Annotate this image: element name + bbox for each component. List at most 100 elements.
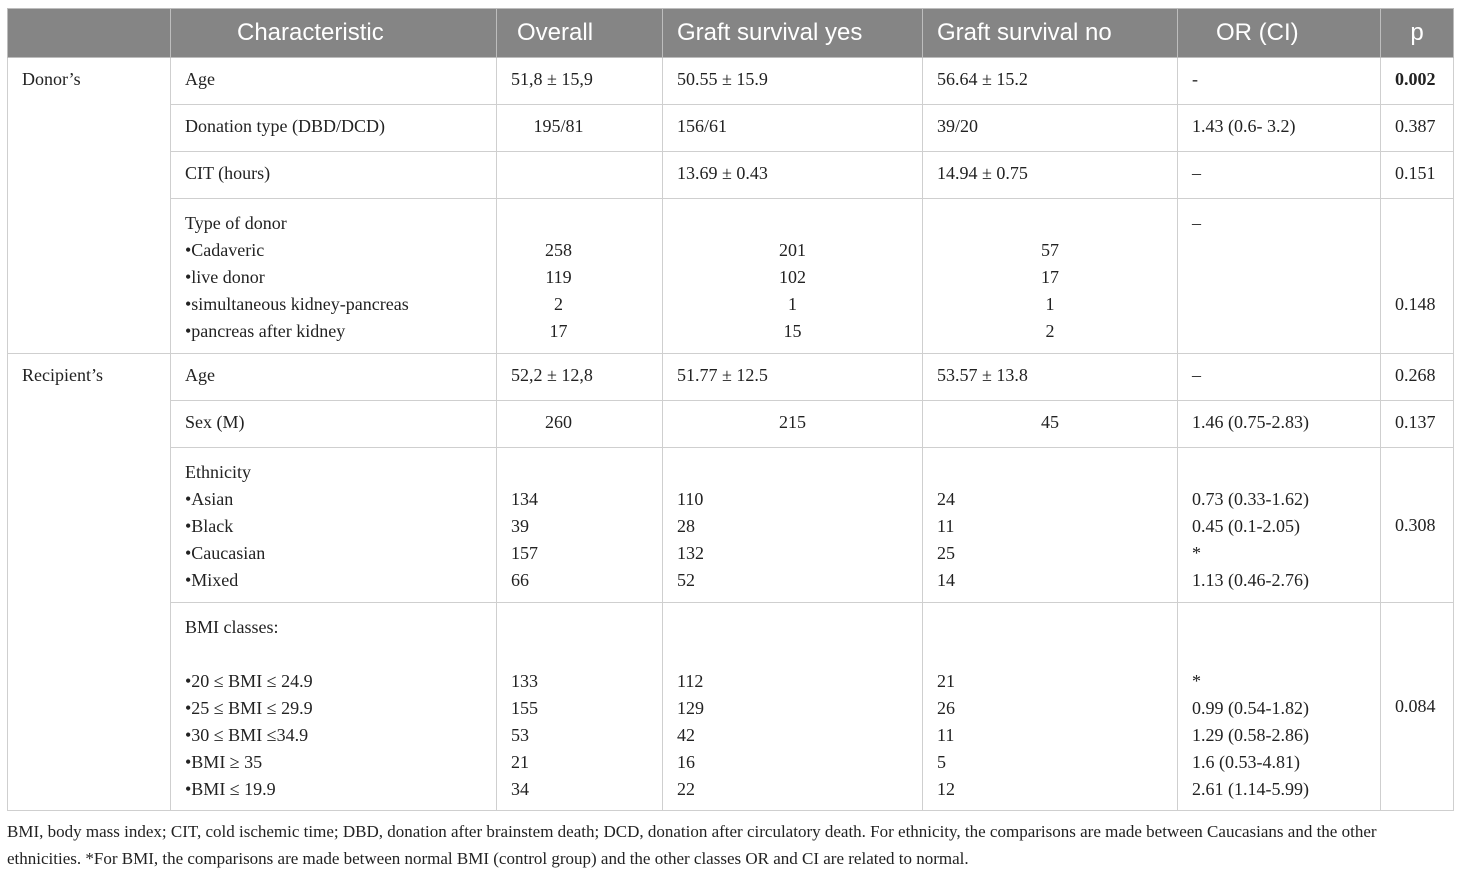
- table-row: CIT (hours) 13.69 ± 0.43 14.94 ± 0.75 – …: [8, 151, 1454, 199]
- cell-yes: 13.69 ± 0.43: [662, 151, 923, 199]
- list-item: 52: [677, 570, 695, 590]
- list-item: •Caucasian: [185, 543, 266, 563]
- list-item: 1: [788, 294, 797, 314]
- list-item: 17: [1041, 267, 1059, 287]
- list-item: 14: [937, 570, 955, 590]
- table-row: Type of donor •Cadaveric •live donor •si…: [8, 198, 1454, 354]
- list-item: 53: [511, 725, 529, 745]
- list-item: 12: [937, 779, 955, 799]
- list-item: 11: [937, 725, 955, 745]
- list-item: 11: [937, 516, 955, 536]
- cell-p: 0.308: [1380, 447, 1454, 603]
- cell-p: 0.268: [1380, 353, 1454, 401]
- cell-no: 53.57 ± 13.8: [922, 353, 1178, 401]
- list-item: 102: [779, 267, 806, 287]
- list-item: 26: [937, 698, 955, 718]
- list-item: •BMI ≥ 35: [185, 752, 263, 772]
- group-title: BMI classes:: [185, 617, 279, 637]
- list-item: 21: [511, 752, 529, 772]
- cell-no: 39/20: [922, 104, 1178, 152]
- cell-no-group: 21 26 11 5 12: [922, 602, 1178, 811]
- list-item: 25: [937, 543, 955, 563]
- table-row: Donation type (DBD/DCD) 195/81 156/61 39…: [8, 104, 1454, 152]
- list-item: 157: [511, 543, 538, 563]
- list-item: •Mixed: [185, 570, 239, 590]
- list-item: 66: [511, 570, 529, 590]
- cell-p: 0.084: [1380, 602, 1454, 811]
- list-item: •Black: [185, 516, 234, 536]
- cell-or: -: [1177, 57, 1381, 105]
- list-item: 24: [937, 489, 955, 509]
- cell-p: 0.002: [1380, 57, 1454, 105]
- table-footnote: BMI, body mass index; CIT, cold ischemic…: [7, 822, 1377, 868]
- group-title: Type of donor: [185, 213, 287, 233]
- row-label-group: Ethnicity •Asian •Black •Caucasian •Mixe…: [170, 447, 497, 603]
- cell-overall: 51,8 ± 15,9: [496, 57, 663, 105]
- list-item: 134: [511, 489, 538, 509]
- cell-or: –: [1177, 198, 1381, 354]
- table-row: Ethnicity •Asian •Black •Caucasian •Mixe…: [8, 447, 1454, 603]
- cell-no: 56.64 ± 15.2: [922, 57, 1178, 105]
- list-item: *: [1192, 671, 1201, 691]
- cell-yes-group: 201 102 1 15: [662, 198, 923, 354]
- cell-p: 0.137: [1380, 400, 1454, 448]
- list-item: 110: [677, 489, 704, 509]
- list-item: 1.6 (0.53-4.81): [1192, 752, 1300, 772]
- p-value: 0.148: [1395, 294, 1436, 314]
- group-title: Ethnicity: [185, 462, 251, 482]
- list-item: 0.99 (0.54-1.82): [1192, 698, 1309, 718]
- section-label-donor: Donor’s: [7, 57, 171, 354]
- list-item: 34: [511, 779, 529, 799]
- list-item: 39: [511, 516, 529, 536]
- cell-no-group: 57 17 1 2: [922, 198, 1178, 354]
- table-row: Recipient’s Age 52,2 ± 12,8 51.77 ± 12.5…: [7, 353, 1454, 811]
- row-label: Sex (M): [170, 400, 497, 448]
- cell-or: 1.43 (0.6- 3.2): [1177, 104, 1381, 152]
- list-item: 21: [937, 671, 955, 691]
- table-row: Donor’s Age 51,8 ± 15,9 50.55 ± 15.9 56.…: [7, 57, 1454, 354]
- list-item: 133: [511, 671, 538, 691]
- list-item: 2.61 (1.14-5.99): [1192, 779, 1309, 799]
- cell-yes: 156/61: [662, 104, 923, 152]
- cell-or-group: 0.73 (0.33-1.62) 0.45 (0.1-2.05) * 1.13 …: [1177, 447, 1381, 603]
- cell-or: 1.46 (0.75-2.83): [1177, 400, 1381, 448]
- header-graft-yes: Graft survival yes: [662, 8, 923, 58]
- cell-p: 0.151: [1380, 151, 1454, 199]
- cell-overall: [496, 151, 663, 199]
- list-item: •live donor: [185, 267, 265, 287]
- list-item: *: [1192, 543, 1201, 563]
- or-value: –: [1192, 213, 1201, 233]
- row-label: Age: [170, 57, 497, 105]
- list-item: 5: [937, 752, 946, 772]
- list-item: 22: [677, 779, 695, 799]
- list-item: 42: [677, 725, 695, 745]
- list-item: 119: [545, 267, 572, 287]
- header-row: Characteristic Overall Graft survival ye…: [7, 8, 1454, 58]
- cell-or: –: [1177, 151, 1381, 199]
- list-item: 1: [1045, 294, 1055, 314]
- list-item: •Asian: [185, 489, 234, 509]
- results-table: Characteristic Overall Graft survival ye…: [7, 8, 1454, 811]
- cell-yes-group: 112 129 42 16 22: [662, 602, 923, 811]
- list-item: 57: [1041, 240, 1059, 260]
- cell-yes-group: 110 28 132 52: [662, 447, 923, 603]
- list-item: 112: [677, 671, 704, 691]
- cell-no: 14.94 ± 0.75: [922, 151, 1178, 199]
- row-label-group: Type of donor •Cadaveric •live donor •si…: [170, 198, 497, 354]
- list-item: 155: [511, 698, 538, 718]
- list-item: 2: [554, 294, 563, 314]
- list-item: •20 ≤ BMI ≤ 24.9: [185, 671, 313, 691]
- cell-no: 45: [922, 400, 1178, 448]
- list-item: 201: [779, 240, 806, 260]
- cell-overall-group: 134 39 157 66: [496, 447, 663, 603]
- list-item: 258: [545, 240, 572, 260]
- cell-overall-group: 133 155 53 21 34: [496, 602, 663, 811]
- row-label: CIT (hours): [170, 151, 497, 199]
- row-label: Age: [170, 353, 497, 401]
- row-label: Donation type (DBD/DCD): [170, 104, 497, 152]
- cell-p: 0.387: [1380, 104, 1454, 152]
- table-row: BMI classes: •20 ≤ BMI ≤ 24.9 •25 ≤ BMI …: [8, 602, 1454, 811]
- cell-or: –: [1177, 353, 1381, 401]
- header-p: p: [1380, 8, 1454, 58]
- list-item: 28: [677, 516, 695, 536]
